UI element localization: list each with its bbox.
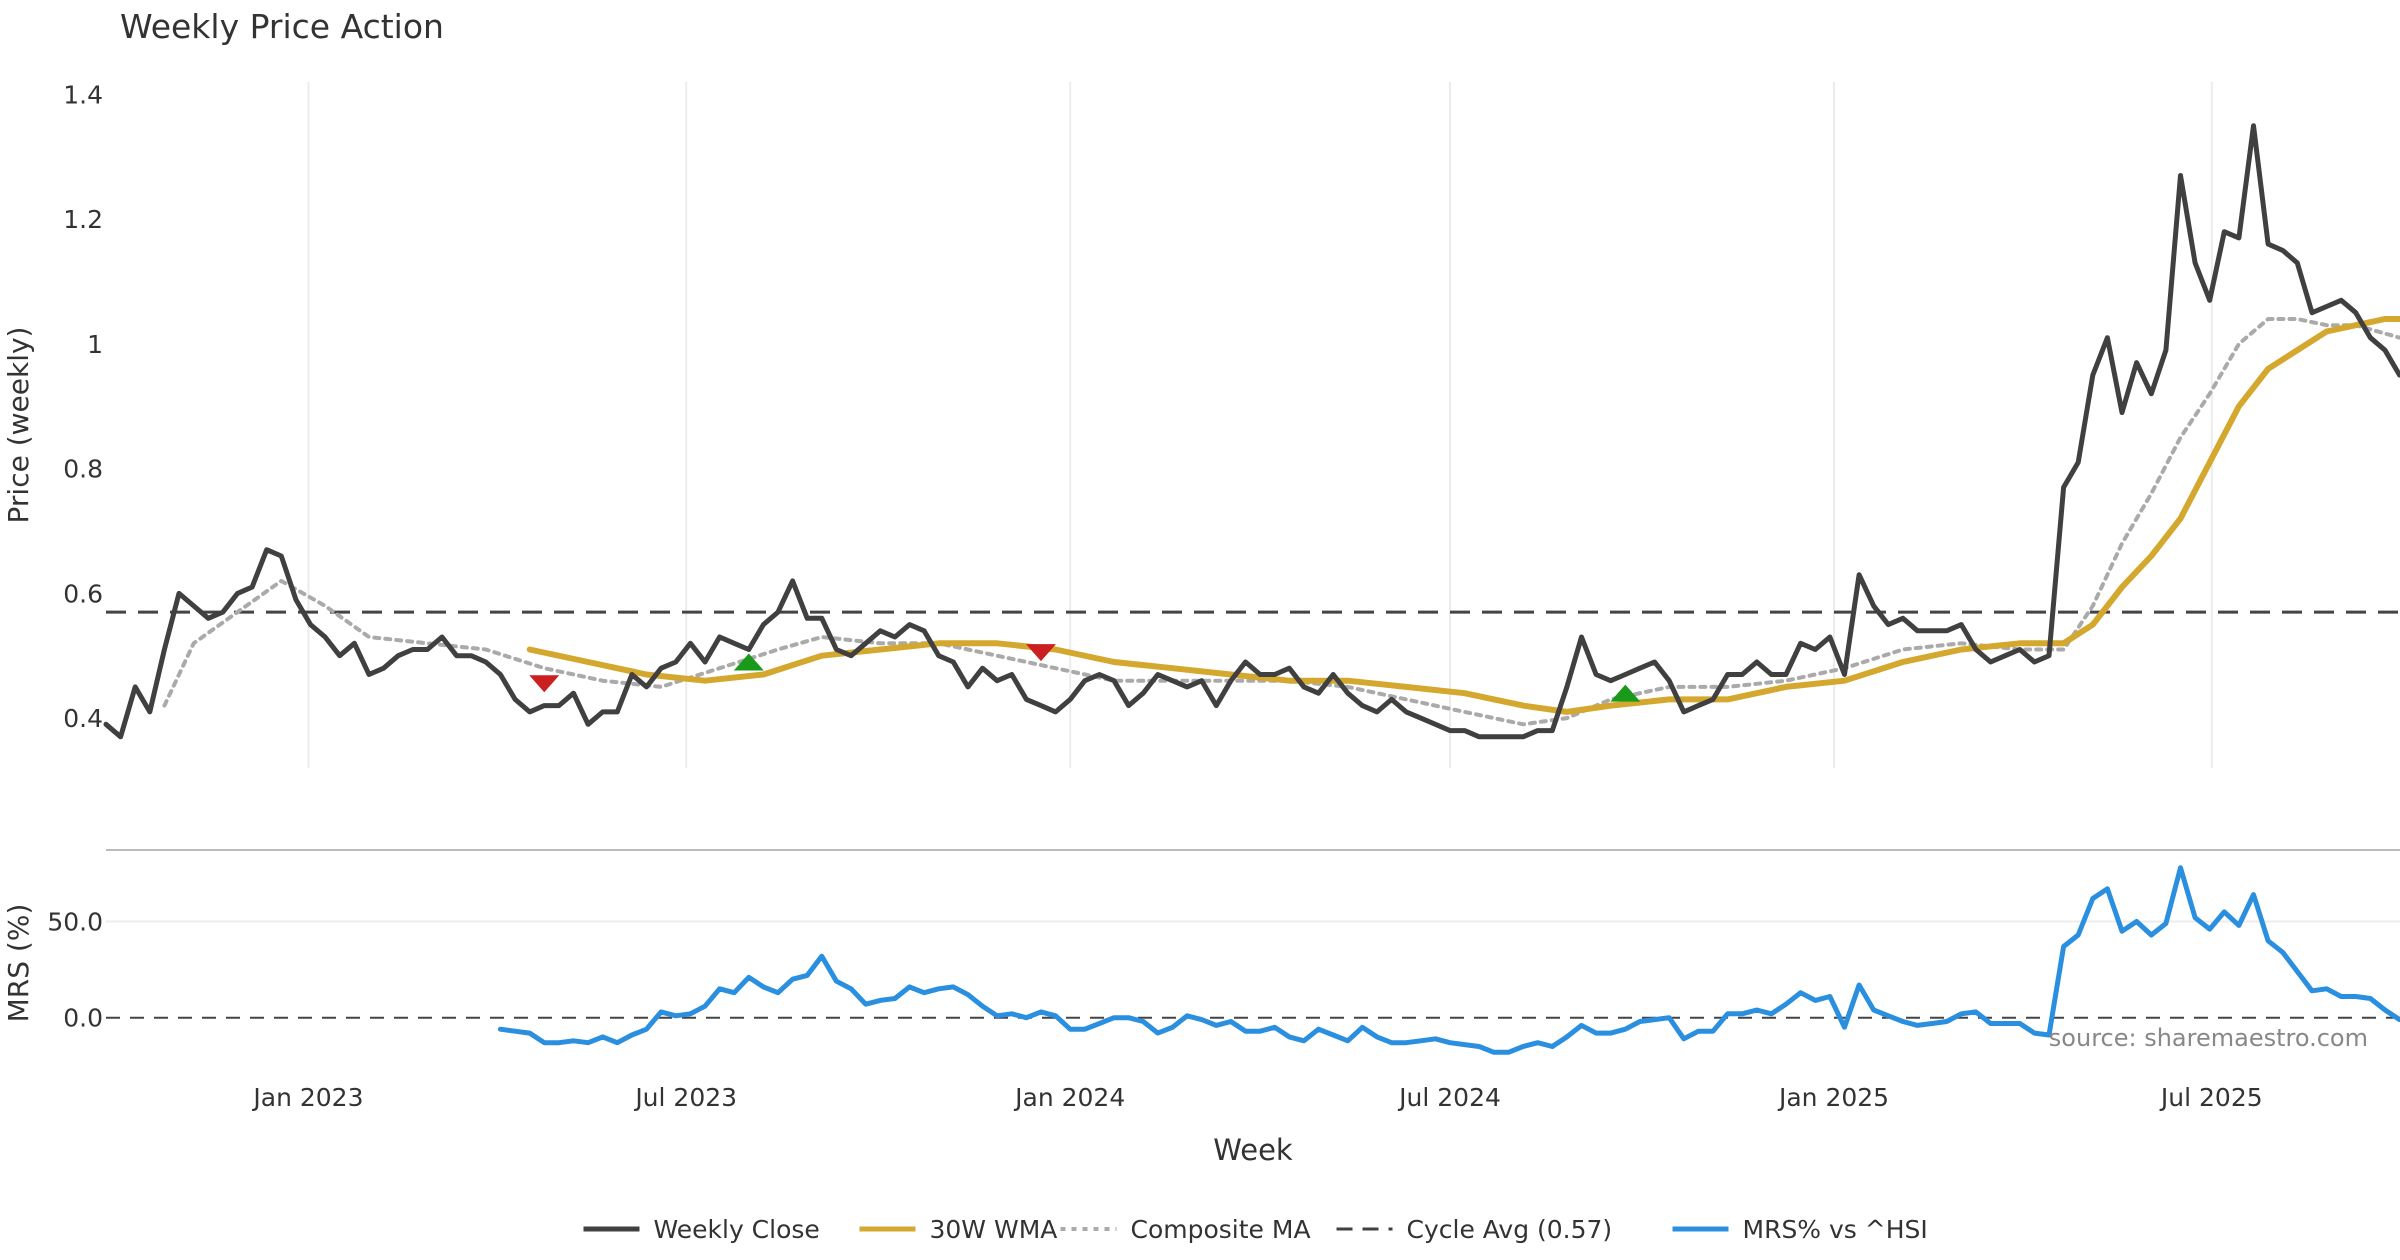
price-series-lines: [103, 123, 2400, 740]
x-tick-5: Jul 2025: [2159, 1083, 2263, 1112]
source-note: source: sharemaestro.com: [2049, 1024, 2368, 1052]
mrs-y-tick-1: 50.0: [47, 908, 103, 937]
price-y-tick-3: 1: [87, 330, 103, 359]
x-tick-0: Jan 2023: [251, 1083, 363, 1112]
price-gridlines: [307, 82, 2213, 768]
legend-label-3: Cycle Avg (0.57): [1407, 1215, 1613, 1244]
signal-sell-2: [1025, 644, 1056, 662]
x-tick-3: Jul 2024: [1397, 1083, 1501, 1112]
x-axis-label: Week: [1213, 1133, 1293, 1167]
legend-label-1: 30W WMA: [930, 1215, 1058, 1244]
x-tick-4: Jan 2025: [1777, 1083, 1889, 1112]
chart-title: Weekly Price Action: [120, 7, 444, 46]
mrs-panel: 0.0 50.0 MRS (%) source: sharemaestro.com: [2, 865, 2400, 1055]
signal-buy-1: [733, 653, 764, 671]
signal-markers: [529, 644, 1641, 702]
x-tick-1: Jul 2023: [633, 1083, 737, 1112]
mrs-series-lines: [497, 865, 2400, 1055]
price-y-tick-1: 0.6: [63, 579, 103, 608]
legend-label-2: Composite MA: [1131, 1215, 1311, 1244]
series-line-wma: [526, 316, 2400, 715]
series-line-close: [103, 123, 2400, 740]
price-y-tick-5: 1.4: [63, 80, 103, 109]
legend-label-4: MRS% vs ^HSI: [1743, 1215, 1928, 1244]
legend-label-0: Weekly Close: [654, 1215, 820, 1244]
x-tick-labels: Jan 2023 Jul 2023 Jan 2024 Jul 2024 Jan 2025…: [251, 1083, 2262, 1112]
signal-sell-0: [529, 675, 560, 693]
price-panel: 0.4 0.6 0.8 1 1.2 1.4 Price (weekly): [2, 80, 2400, 768]
mrs-y-tick-0: 0.0: [63, 1004, 103, 1033]
x-tick-2: Jan 2024: [1013, 1083, 1125, 1112]
price-y-tick-labels: 0.4 0.6 0.8 1 1.2 1.4: [63, 80, 103, 733]
price-y-axis-label: Price (weekly): [2, 327, 35, 524]
price-y-tick-4: 1.2: [63, 205, 103, 234]
signal-buy-3: [1610, 684, 1641, 702]
legend: Weekly Close 30W WMA Composite MA Cycle Avg…: [583, 1215, 1928, 1244]
price-y-tick-0: 0.4: [63, 704, 103, 733]
series-line-mrs: [497, 865, 2400, 1055]
series-line-composite: [162, 317, 2400, 727]
price-y-tick-2: 0.8: [63, 455, 103, 484]
mrs-y-tick-labels: 0.0 50.0: [47, 908, 103, 1033]
mrs-y-axis-label: MRS (%): [2, 904, 35, 1023]
